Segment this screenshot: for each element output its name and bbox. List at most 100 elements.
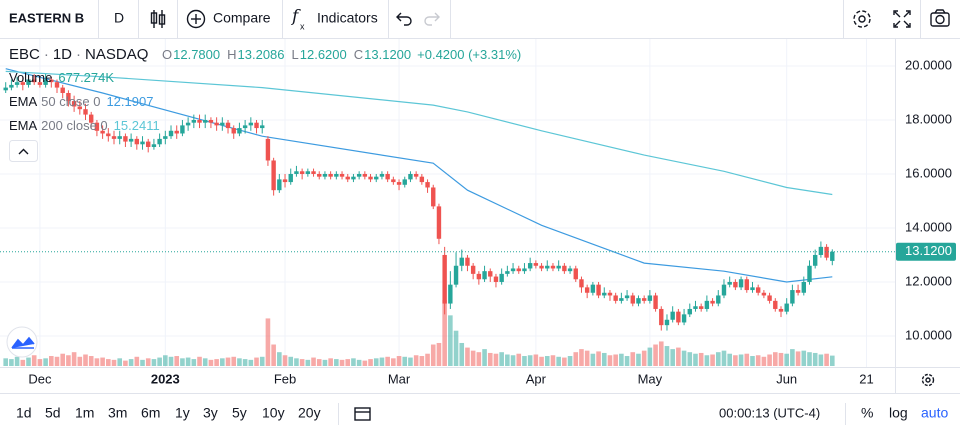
volume-bar	[790, 349, 795, 366]
candle-body	[94, 122, 100, 131]
range-button[interactable]: 5d	[45, 405, 61, 421]
volume-bar	[636, 353, 641, 366]
volume-bar	[334, 359, 339, 366]
volume-bar	[145, 358, 151, 366]
volume-bar	[704, 355, 710, 366]
grid	[0, 39, 895, 367]
volume-bar	[590, 353, 596, 366]
interval-button[interactable]: D	[114, 10, 124, 26]
ema-line	[5, 68, 833, 283]
volume-bar	[733, 355, 738, 366]
indicators-button[interactable]: Indicators	[317, 10, 378, 26]
redo-button[interactable]	[424, 12, 440, 26]
candle-body	[379, 173, 385, 177]
candle-body	[510, 268, 516, 272]
candle-body	[698, 306, 704, 309]
volume-bar	[795, 351, 801, 366]
candle-body	[619, 298, 624, 301]
log-toggle[interactable]: log	[889, 405, 908, 421]
candle-body	[43, 79, 48, 85]
volume-bar	[681, 350, 687, 366]
volume-bar	[727, 353, 732, 366]
candle-body	[288, 173, 293, 183]
volume-bar	[123, 360, 128, 366]
range-button[interactable]: 5y	[232, 405, 247, 421]
candle-body	[721, 284, 727, 296]
ohlc-key: H	[227, 47, 236, 62]
candle-body	[824, 246, 829, 258]
volume-bar	[544, 356, 550, 366]
range-button[interactable]: 1d	[16, 405, 32, 421]
logo[interactable]	[6, 326, 38, 358]
candle-body	[413, 173, 419, 177]
range-button[interactable]: 1m	[75, 405, 94, 421]
volume-bar	[43, 358, 48, 366]
volume-name: Volume	[9, 70, 52, 85]
volume-bar	[254, 357, 259, 366]
candle-body	[185, 122, 191, 126]
volume-bar	[140, 359, 145, 366]
candle-body	[294, 171, 299, 174]
volume-bar	[305, 359, 311, 366]
candle-body	[66, 92, 71, 102]
range-button[interactable]: 3y	[203, 405, 218, 421]
snapshot-button[interactable]	[930, 9, 950, 27]
volume-bar	[670, 349, 675, 366]
range-button[interactable]: 3m	[108, 405, 127, 421]
volume-bar	[829, 355, 835, 366]
volume-bar	[601, 352, 607, 366]
y-tick-label: 10.0000	[905, 327, 952, 342]
range-button[interactable]: 10y	[262, 405, 285, 421]
undo-button[interactable]	[396, 12, 412, 26]
volume-bar	[225, 357, 231, 366]
candle-body	[254, 122, 259, 129]
svg-text:x: x	[300, 21, 305, 31]
candle-body	[408, 173, 413, 180]
auto-toggle[interactable]: auto	[921, 405, 948, 421]
candle-body	[476, 273, 482, 280]
volume-bar	[180, 358, 185, 366]
volume-bar	[630, 352, 636, 366]
candle-body	[345, 176, 350, 180]
candle-body	[687, 308, 692, 315]
volume-bar	[693, 353, 698, 366]
y-tick-label: 14.0000	[905, 219, 952, 234]
range-button[interactable]: 20y	[298, 405, 321, 421]
candle-body	[368, 176, 373, 180]
x-tick-label: 2023	[151, 371, 180, 386]
volume-bar	[664, 346, 670, 366]
candle-body	[9, 84, 14, 88]
candle-body	[493, 276, 499, 282]
candle-body	[157, 138, 162, 145]
candle-body	[37, 82, 43, 85]
candle-body	[545, 265, 550, 269]
candle-body	[613, 295, 618, 301]
volume-bar	[117, 358, 123, 366]
time-axis-settings[interactable]	[921, 373, 935, 387]
fullscreen-button[interactable]	[893, 10, 911, 28]
date-range-button[interactable]	[354, 407, 371, 421]
candle-body	[602, 292, 607, 296]
change: +0.4200 (+3.31%)	[417, 47, 521, 62]
volume-bar	[476, 352, 482, 366]
candle-body	[453, 265, 459, 285]
collapse-legend-button[interactable]	[9, 140, 38, 162]
range-button[interactable]: 6m	[141, 405, 160, 421]
y-tick-label: 20.0000	[905, 57, 952, 72]
compare-icon[interactable]	[186, 9, 206, 29]
candle-body	[755, 287, 761, 293]
range-button[interactable]: 1y	[175, 405, 190, 421]
ema-legend: EMA 50 close 0 12.1907	[9, 94, 153, 109]
percent-toggle[interactable]: %	[861, 405, 873, 421]
settings-button[interactable]	[853, 10, 871, 28]
chart-style-button[interactable]	[150, 10, 166, 28]
compare-button[interactable]: Compare	[213, 10, 271, 26]
volume-bar	[299, 359, 305, 366]
volume-bar	[413, 355, 419, 366]
symbol[interactable]: EASTERN B	[9, 10, 84, 25]
volume-bar	[111, 359, 117, 366]
legend-interval: 1D	[53, 46, 72, 63]
candle-body	[180, 125, 185, 134]
volume-bar	[641, 350, 647, 366]
